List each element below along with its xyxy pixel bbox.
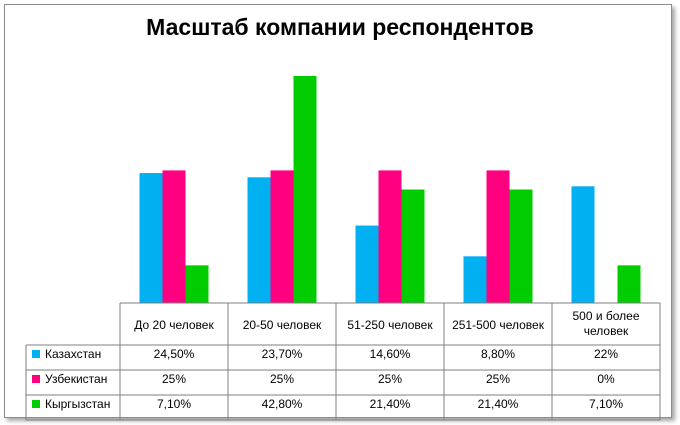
bar-3-1 [185,265,209,303]
data-label-2-4: 25% [486,372,510,386]
data-label-3-4: 21,40% [478,397,519,411]
category-label-1: До 20 человек [134,318,214,332]
data-label-2-5: 0% [597,372,615,386]
data-label-1-5: 22% [594,347,618,361]
chart-title: Масштаб компании респондентов [146,14,534,40]
bar-2-4 [486,170,510,303]
data-label-2-2: 25% [270,372,294,386]
bar-1-2 [247,177,271,303]
category-label-4: 251-500 человек [452,318,545,332]
data-label-3-3: 21,40% [370,397,411,411]
bar-2-1 [162,170,186,303]
bar-3-2 [293,76,317,303]
category-label-5: 500 и более человек [572,309,639,338]
data-label-2-3: 25% [378,372,402,386]
data-label-2-1: 25% [162,372,186,386]
bar-1-4 [463,256,487,303]
legend-label-1: Казахстан [45,347,101,361]
legend-label-2: Узбекистан [45,372,107,386]
bar-2-3 [378,170,402,303]
legend-label-3: Кыргызстан [45,397,110,411]
data-label-1-4: 8,80% [481,347,515,361]
bar-1-5 [571,186,595,303]
data-label-3-2: 42,80% [262,397,303,411]
chart-frame [4,4,672,418]
bar-1-3 [355,225,379,303]
data-label-1-2: 23,70% [262,347,303,361]
data-label-3-1: 7,10% [157,397,191,411]
category-label-2: 20-50 человек [243,318,322,332]
data-label-1-3: 14,60% [370,347,411,361]
data-label-1-1: 24,50% [154,347,195,361]
bar-3-5 [617,265,641,303]
bar-3-4 [509,189,533,303]
bar-1-1 [139,173,163,303]
bar-3-3 [401,189,425,303]
legend-swatch-2 [32,375,40,383]
legend-swatch-1 [32,350,40,358]
legend-swatch-3 [32,400,40,408]
bar-2-2 [270,170,294,303]
category-label-3: 51-250 человек [347,318,433,332]
data-label-3-5: 7,10% [589,397,623,411]
